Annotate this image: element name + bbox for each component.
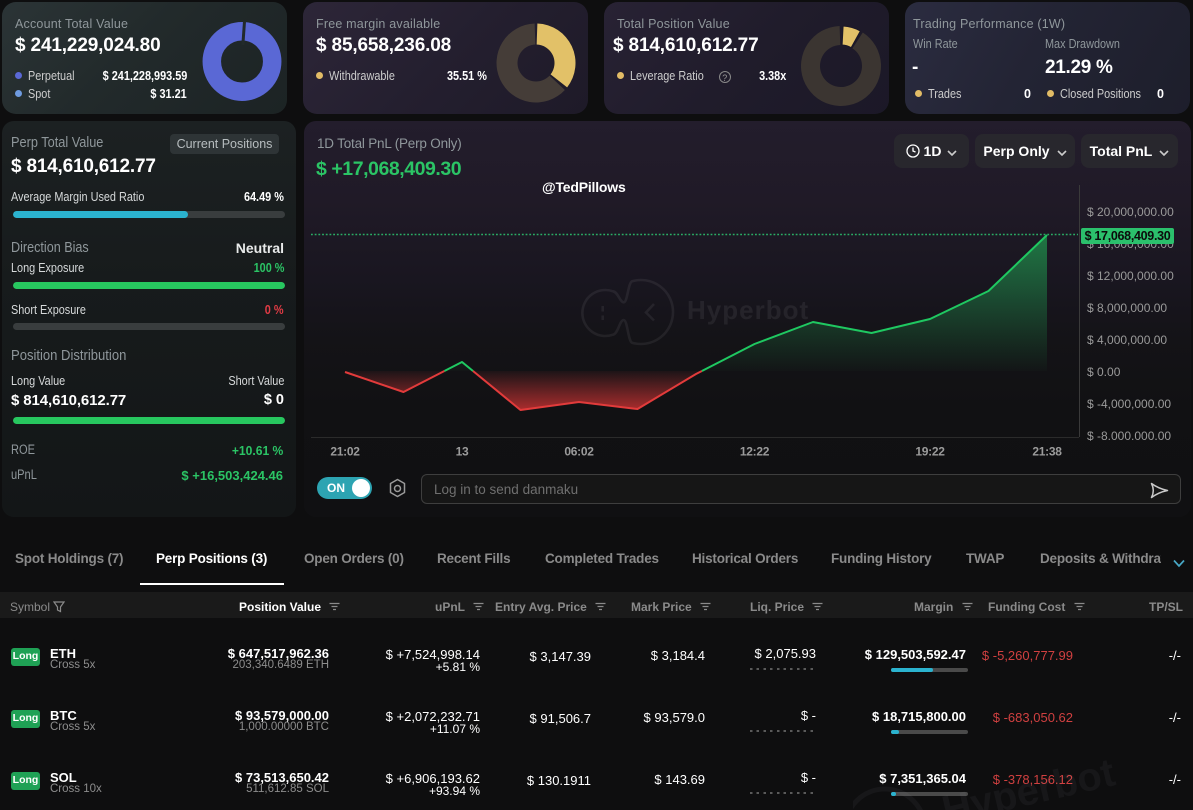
svg-text:21:38: 21:38 [1032, 445, 1062, 459]
svg-text:12:22: 12:22 [740, 445, 770, 459]
svg-text:19:22: 19:22 [915, 445, 945, 459]
svg-text:06:02: 06:02 [564, 445, 594, 459]
svg-text:13: 13 [456, 445, 469, 459]
svg-text:21:02: 21:02 [330, 445, 360, 459]
svg-text:Hyperbot: Hyperbot [687, 295, 809, 325]
